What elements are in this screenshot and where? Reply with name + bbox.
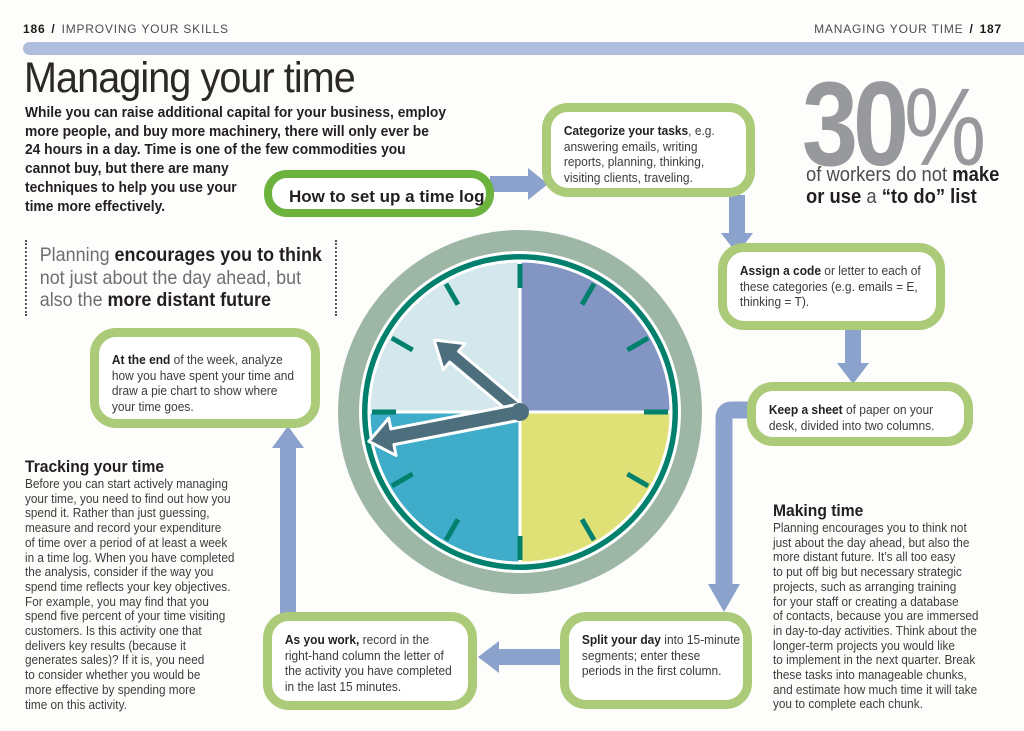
flow-label-text: How to set up a time log <box>289 187 485 206</box>
clock-quadrant-top-right <box>518 259 673 414</box>
statistic-caption: of workers do not make or use a “to do” … <box>806 164 1000 208</box>
section-body-tracking: Before you can start actively managing yo… <box>25 476 235 712</box>
step-box-work: As you work, record in the right-hand co… <box>263 612 477 710</box>
section-heading-tracking: Tracking your time <box>25 457 165 476</box>
quote-line-2: not just about the day ahead, but <box>39 266 302 289</box>
header-slash-left: / <box>51 22 56 36</box>
arrow-keep-to-split-elbow <box>708 401 756 612</box>
clock-tick-marks <box>372 264 668 560</box>
intro-paragraph: While you can raise additional capital f… <box>25 104 447 215</box>
step-text-work: As you work, record in the right-hand co… <box>284 632 452 694</box>
header-right: MANAGING YOUR TIME / 187 <box>814 22 1002 36</box>
step-text-categorize: Categorize your tasks, e.g. answering em… <box>563 123 715 185</box>
pull-quote: Planning encourages you to think not jus… <box>25 240 337 316</box>
arrow-categorize-to-assign-shaft <box>729 195 745 234</box>
header-section-right: MANAGING YOUR TIME <box>814 22 964 36</box>
clock-minute-hand <box>432 338 526 419</box>
header-section-left: IMPROVING YOUR SKILLS <box>61 22 229 36</box>
arrow-assign-to-keep-shaft <box>845 328 861 364</box>
step-text-keep: Keep a sheet of paper on your desk, divi… <box>768 402 935 433</box>
arrow-split-to-work-shaft <box>499 649 562 665</box>
arrow-work-to-end-head <box>272 426 304 448</box>
percent-sign: % <box>904 66 986 189</box>
step-box-end: At the end of the week, analyze how you … <box>90 328 320 428</box>
step-box-keep: Keep a sheet of paper on your desk, divi… <box>747 382 973 446</box>
statistic-value: 30% <box>802 57 986 191</box>
step-box-split: Split your day into 15-minute segments; … <box>560 612 752 709</box>
quote-line-3: also the more distant future <box>39 289 272 311</box>
step-box-categorize: Categorize your tasks, e.g. answering em… <box>542 103 755 197</box>
step-text-end: At the end of the week, analyze how you … <box>111 352 295 414</box>
page-number-left: 186 <box>23 22 46 36</box>
step-box-assign: Assign a code or letter to each of these… <box>718 243 945 330</box>
arrow-howto-to-categorize-shaft <box>490 176 530 192</box>
page-title: Managing your time <box>24 54 356 102</box>
clock-hour-hand <box>367 402 524 457</box>
clock-quadrant-bottom-right <box>518 410 673 565</box>
arrow-split-to-work-head <box>478 641 499 673</box>
header-slash-right: / <box>969 22 974 36</box>
arrow-assign-to-keep-head <box>837 363 869 384</box>
flow-label-box: How to set up a time log <box>264 170 494 217</box>
arrow-work-to-end-shaft <box>280 448 296 614</box>
quote-line-1: Planning encourages you to think <box>39 244 322 266</box>
clock-illustration <box>338 230 702 594</box>
clock-hands-joint <box>511 403 529 421</box>
page-number-right: 187 <box>979 22 1002 36</box>
section-heading-making: Making time <box>773 501 864 520</box>
header-left: 186 / IMPROVING YOUR SKILLS <box>23 22 229 36</box>
section-body-making: Planning encourages you to think not just… <box>773 520 979 712</box>
step-text-split: Split your day into 15-minute segments; … <box>581 632 741 678</box>
step-text-assign: Assign a code or letter to each of these… <box>739 263 921 309</box>
header-rule-bar <box>23 42 1024 55</box>
